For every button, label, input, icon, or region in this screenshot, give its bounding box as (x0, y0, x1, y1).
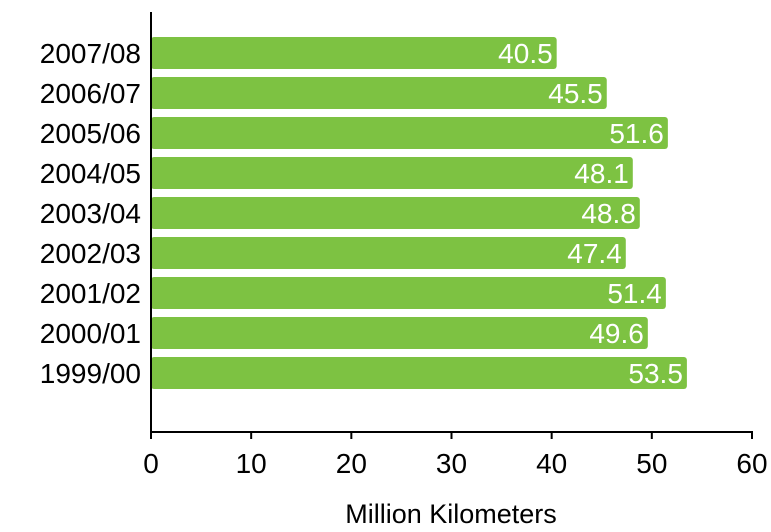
data-label: 48.8 (581, 198, 636, 229)
x-axis-title: Million Kilometers (345, 499, 557, 529)
x-ticks-group: 0 10 20 30 40 50 60 (143, 432, 768, 479)
category-labels-group: 2007/08 2006/07 2005/06 2004/05 2003/04 2002/… (40, 38, 141, 389)
data-label: 51.6 (609, 118, 664, 149)
x-tick-label: 50 (636, 448, 667, 479)
data-label: 49.6 (589, 318, 644, 349)
bar-2000-01 (151, 317, 648, 349)
bar-2004-05 (151, 157, 633, 189)
category-label: 2001/02 (40, 278, 141, 309)
data-label: 53.5 (628, 358, 683, 389)
x-tick-label: 60 (736, 448, 767, 479)
data-label: 45.5 (548, 78, 603, 109)
bar-2007-08 (151, 37, 557, 69)
category-label: 2004/05 (40, 158, 141, 189)
bar-2005-06 (151, 117, 668, 149)
data-label: 40.5 (498, 38, 553, 69)
bar-2006-07 (151, 77, 607, 109)
data-label: 47.4 (567, 238, 622, 269)
bar-2002-03 (151, 237, 626, 269)
data-label: 48.1 (574, 158, 629, 189)
category-label: 1999/00 (40, 358, 141, 389)
x-tick-label: 30 (436, 448, 467, 479)
x-tick-label: 40 (536, 448, 567, 479)
category-label: 2005/06 (40, 118, 141, 149)
bar-1999-00 (151, 357, 687, 389)
category-label: 2000/01 (40, 318, 141, 349)
category-label: 2003/04 (40, 198, 141, 229)
bar-2003-04 (151, 197, 640, 229)
category-label: 2007/08 (40, 38, 141, 69)
x-tick-label: 20 (336, 448, 367, 479)
bars-group (151, 37, 687, 389)
x-tick-label: 0 (143, 448, 159, 479)
data-labels-group: 40.5 45.551.6 48.1 48.8 47.4 51.4 49.6 53.5 (498, 38, 683, 389)
x-tick-label: 10 (236, 448, 267, 479)
bar-2001-02 (151, 277, 666, 309)
category-label: 2006/07 (40, 78, 141, 109)
category-label: 2002/03 (40, 238, 141, 269)
data-label: 51.4 (607, 278, 662, 309)
